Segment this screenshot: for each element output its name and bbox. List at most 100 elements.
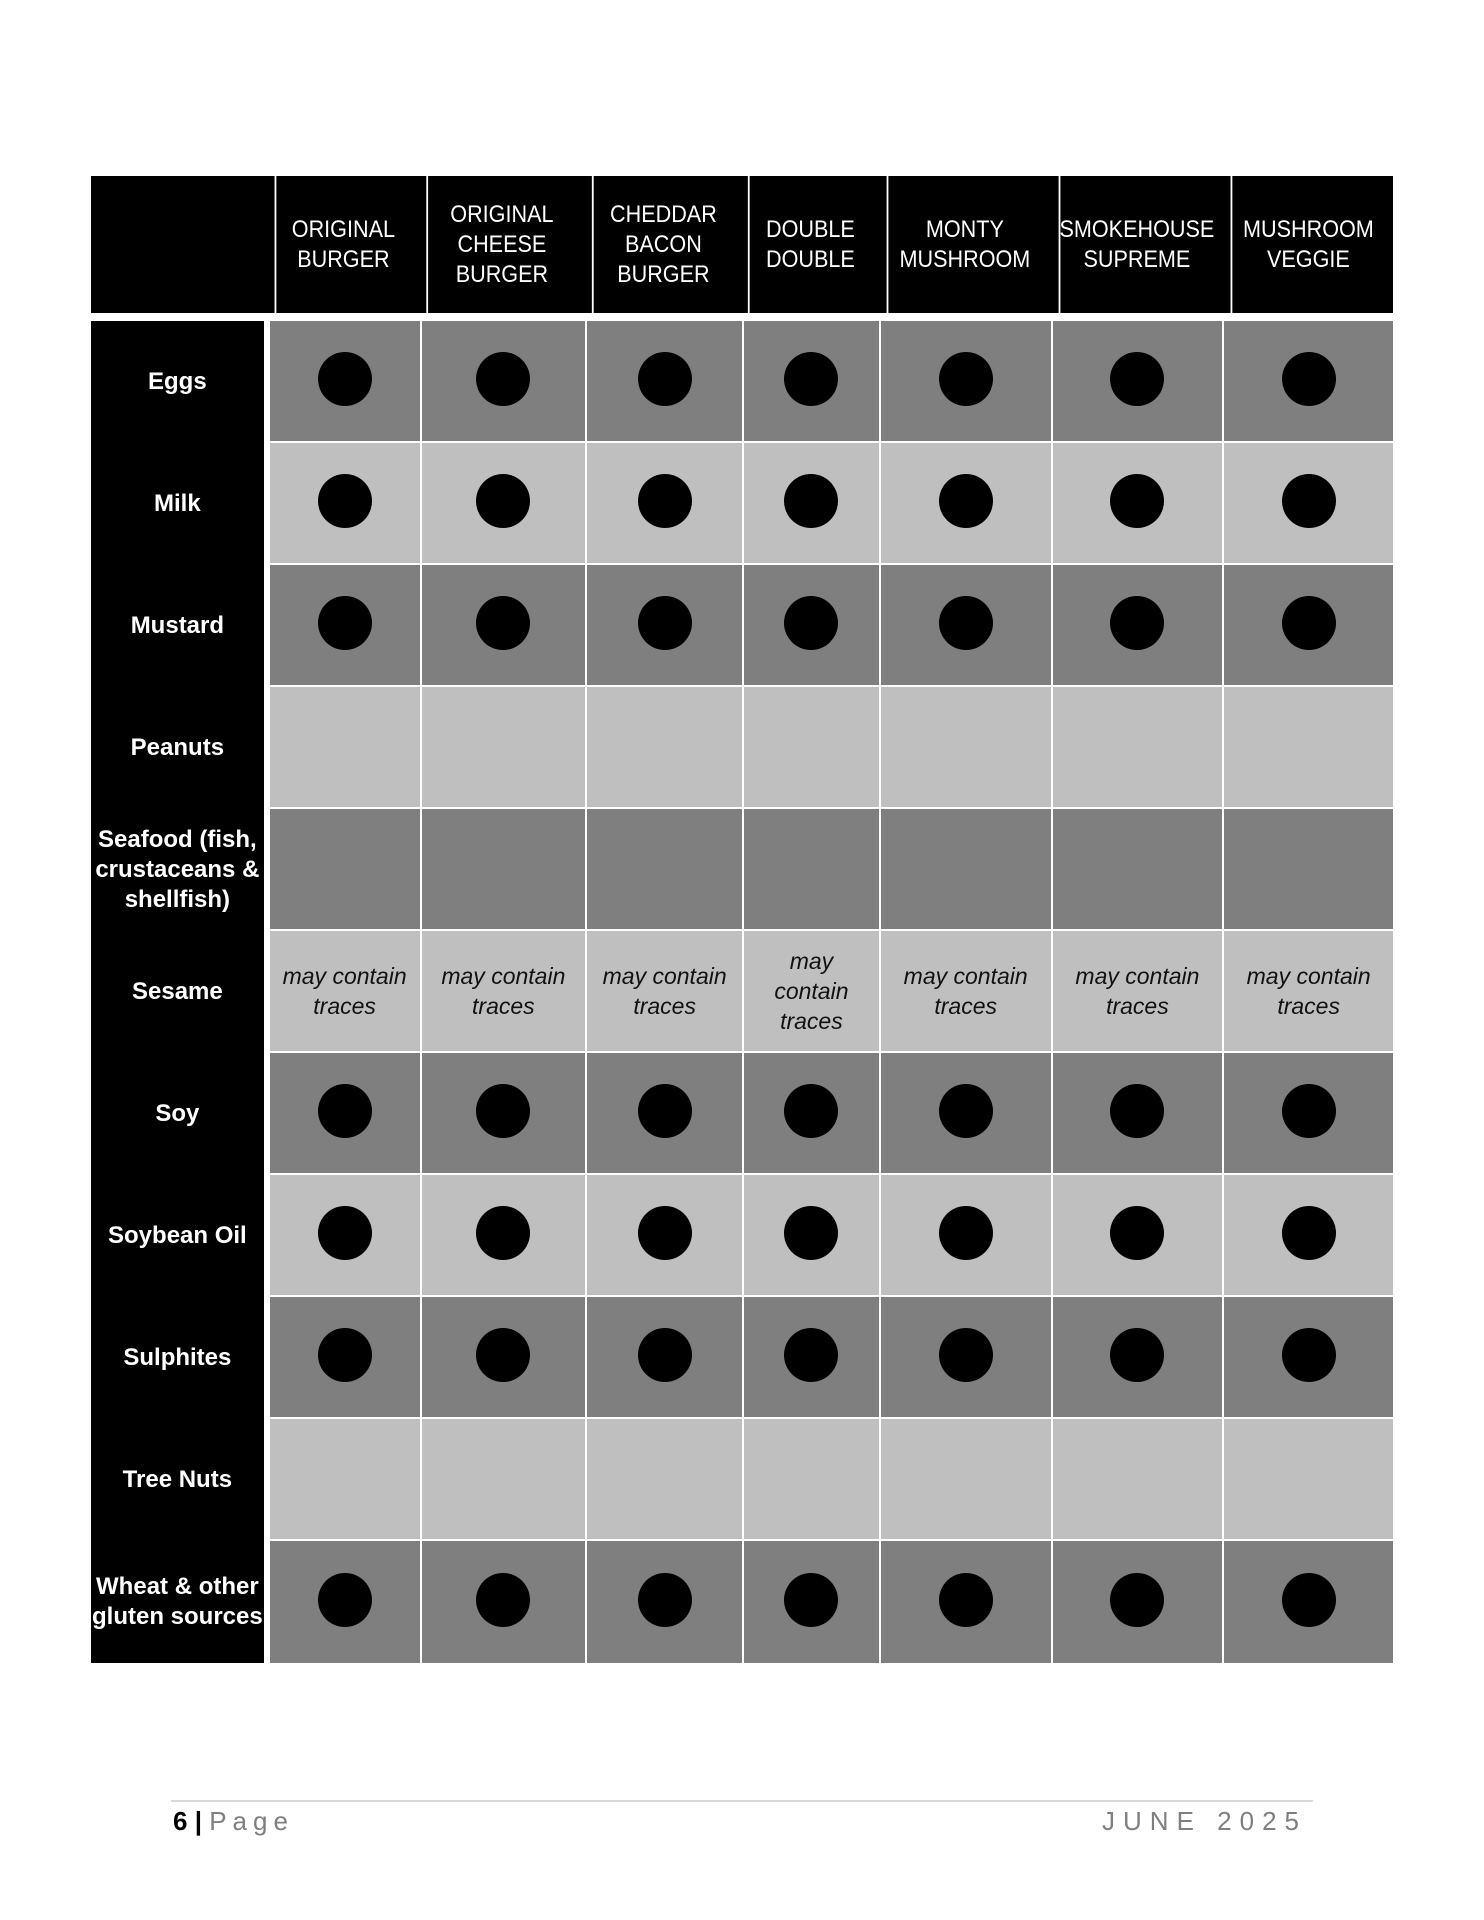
contains-dot-icon [637, 474, 692, 528]
table-cell [878, 809, 1051, 931]
table-row: Milk [91, 443, 1394, 565]
table-cell [742, 1419, 879, 1541]
table-cell: may contain traces [419, 931, 586, 1053]
table-row: Soy [91, 1053, 1394, 1175]
table-cell [878, 687, 1051, 809]
table-cell [1050, 809, 1223, 931]
column-header: ORIGINAL CHEESE BURGER [426, 176, 575, 313]
table-cell [878, 565, 1051, 687]
contains-dot-icon [1281, 1084, 1336, 1138]
contains-dot-icon [938, 474, 993, 528]
table-cell [267, 1419, 420, 1541]
table-row: Eggs [91, 321, 1394, 443]
table-cell [1222, 1175, 1394, 1297]
table-cell [585, 565, 743, 687]
table-cell [585, 687, 743, 809]
contains-dot-icon [637, 1328, 692, 1382]
table-cell [878, 1175, 1051, 1297]
contains-dot-icon [317, 1206, 372, 1260]
table-header: ORIGINAL BURGER ORIGINAL CHEESE BURGER CHE… [91, 176, 1393, 313]
table-cell [742, 565, 879, 687]
allergen-label: Sulphites [91, 1297, 264, 1419]
table-cell [1222, 1419, 1394, 1541]
contains-dot-icon [1110, 596, 1165, 650]
table-cell [742, 687, 879, 809]
contains-dot-icon [784, 596, 839, 650]
contains-dot-icon [784, 1206, 839, 1260]
allergen-label: Sesame [91, 931, 264, 1053]
contains-dot-icon [317, 352, 372, 406]
table-cell [1222, 809, 1394, 931]
contains-dot-icon [1110, 1328, 1165, 1382]
contains-dot-icon [317, 596, 372, 650]
allergen-label: Milk [91, 443, 264, 565]
table-cell [1050, 1053, 1223, 1175]
table-cell [1222, 1297, 1394, 1419]
table-cell [419, 1419, 586, 1541]
contains-dot-icon [1110, 1206, 1165, 1260]
table-cell [267, 1053, 420, 1175]
table-cell [878, 1419, 1051, 1541]
table-cell [1050, 1541, 1223, 1663]
table-row: Sulphites [91, 1297, 1394, 1419]
contains-dot-icon [637, 1084, 692, 1138]
table-cell [267, 443, 420, 565]
column-header: MUSHROOM VEGGIE [1230, 176, 1385, 313]
table-cell: may contain traces [585, 931, 743, 1053]
contains-dot-icon [784, 352, 839, 406]
allergen-table: ORIGINAL BURGER ORIGINAL CHEESE BURGER CHE… [91, 176, 1394, 1663]
table-cell [419, 321, 586, 443]
table-cell [267, 565, 420, 687]
contains-dot-icon [1281, 352, 1336, 406]
table-cell [1050, 321, 1223, 443]
header-corner [100, 176, 258, 313]
contains-dot-icon [637, 352, 692, 406]
contains-dot-icon [476, 352, 531, 406]
table-cell: may contain traces [1222, 931, 1394, 1053]
contains-dot-icon [784, 1573, 839, 1627]
table-cell [419, 687, 586, 809]
table-cell [878, 321, 1051, 443]
contains-dot-icon [784, 1084, 839, 1138]
table-cell [1050, 687, 1223, 809]
contains-dot-icon [784, 474, 839, 528]
table-cell [878, 1541, 1051, 1663]
column-header: DOUBLE DOUBLE [747, 176, 871, 313]
contains-dot-icon [938, 352, 993, 406]
contains-dot-icon [938, 1084, 993, 1138]
table-cell [267, 1175, 420, 1297]
table-cell [267, 1541, 420, 1663]
contains-dot-icon [637, 596, 692, 650]
table-cell [742, 1175, 879, 1297]
table-cell [742, 1053, 879, 1175]
contains-dot-icon [1110, 474, 1165, 528]
contains-dot-icon [476, 474, 531, 528]
separator: | [194, 1806, 202, 1836]
contains-dot-icon [1281, 1328, 1336, 1382]
table-cell [419, 1297, 586, 1419]
contains-dot-icon [938, 1206, 993, 1260]
column-header: SMOKEHOUSE SUPREME [1058, 176, 1214, 313]
contains-dot-icon [476, 1573, 531, 1627]
table-cell [742, 1297, 879, 1419]
cell-note: may contain traces [1075, 963, 1200, 1019]
table-cell [267, 1297, 420, 1419]
table-cell [1222, 321, 1394, 443]
contains-dot-icon [1281, 596, 1336, 650]
table-cell [419, 443, 586, 565]
table-cell [419, 1053, 586, 1175]
table-row: Seafood (fish, crustaceans & shellfish) [91, 809, 1394, 931]
cell-note: may contain traces [903, 963, 1028, 1019]
table-cell [419, 1175, 586, 1297]
page-label: Page [209, 1806, 294, 1836]
table-cell [267, 321, 420, 443]
contains-dot-icon [1281, 474, 1336, 528]
page-number: 6 | Page [173, 1806, 294, 1837]
cell-note: may contain traces [602, 963, 727, 1019]
table-cell [878, 1297, 1051, 1419]
contains-dot-icon [938, 596, 993, 650]
contains-dot-icon [317, 474, 372, 528]
contains-dot-icon [476, 596, 531, 650]
table-cell: may contain traces [267, 931, 420, 1053]
table-cell [1222, 565, 1394, 687]
